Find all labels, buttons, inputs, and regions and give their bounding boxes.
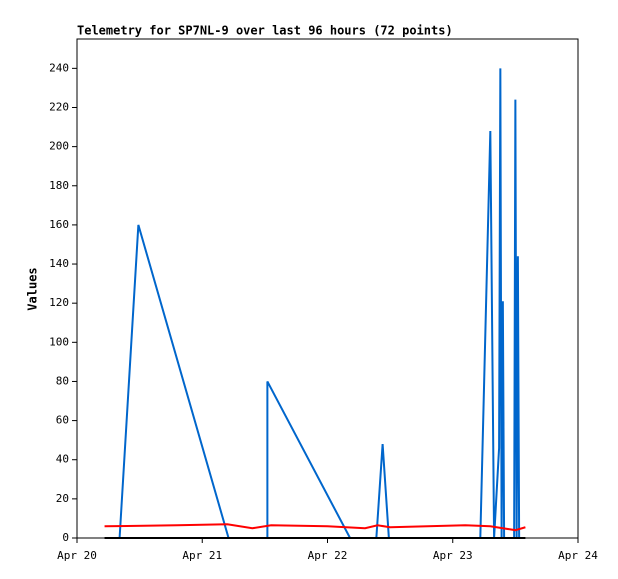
y-tick-label: 120 (49, 296, 69, 309)
series-line (104, 523, 526, 532)
x-tick-label: Apr 21 (182, 549, 222, 562)
series-line (118, 68, 525, 539)
x-tick-label: Apr 20 (57, 549, 97, 562)
y-tick-label: 100 (49, 335, 69, 348)
x-tick-label: Apr 22 (308, 549, 348, 562)
x-tick-label: Apr 23 (433, 549, 473, 562)
chart-title: Telemetry for SP7NL-9 over last 96 hours… (77, 24, 453, 38)
y-tick-label: 40 (56, 453, 69, 466)
y-tick-label: 200 (49, 140, 69, 153)
y-tick-label: 60 (56, 414, 69, 427)
y-tick-label: 160 (49, 218, 69, 231)
y-tick-label: 180 (49, 179, 69, 192)
y-tick-label: 0 (62, 531, 69, 544)
x-tick-label: Apr 24 (558, 549, 598, 562)
y-tick-label: 80 (56, 374, 69, 387)
y-tick-label: 220 (49, 100, 69, 113)
y-tick-label: 20 (56, 492, 69, 505)
y-tick-label: 140 (49, 257, 69, 270)
y-axis-label: Values (26, 267, 40, 310)
y-tick-label: 240 (49, 61, 69, 74)
